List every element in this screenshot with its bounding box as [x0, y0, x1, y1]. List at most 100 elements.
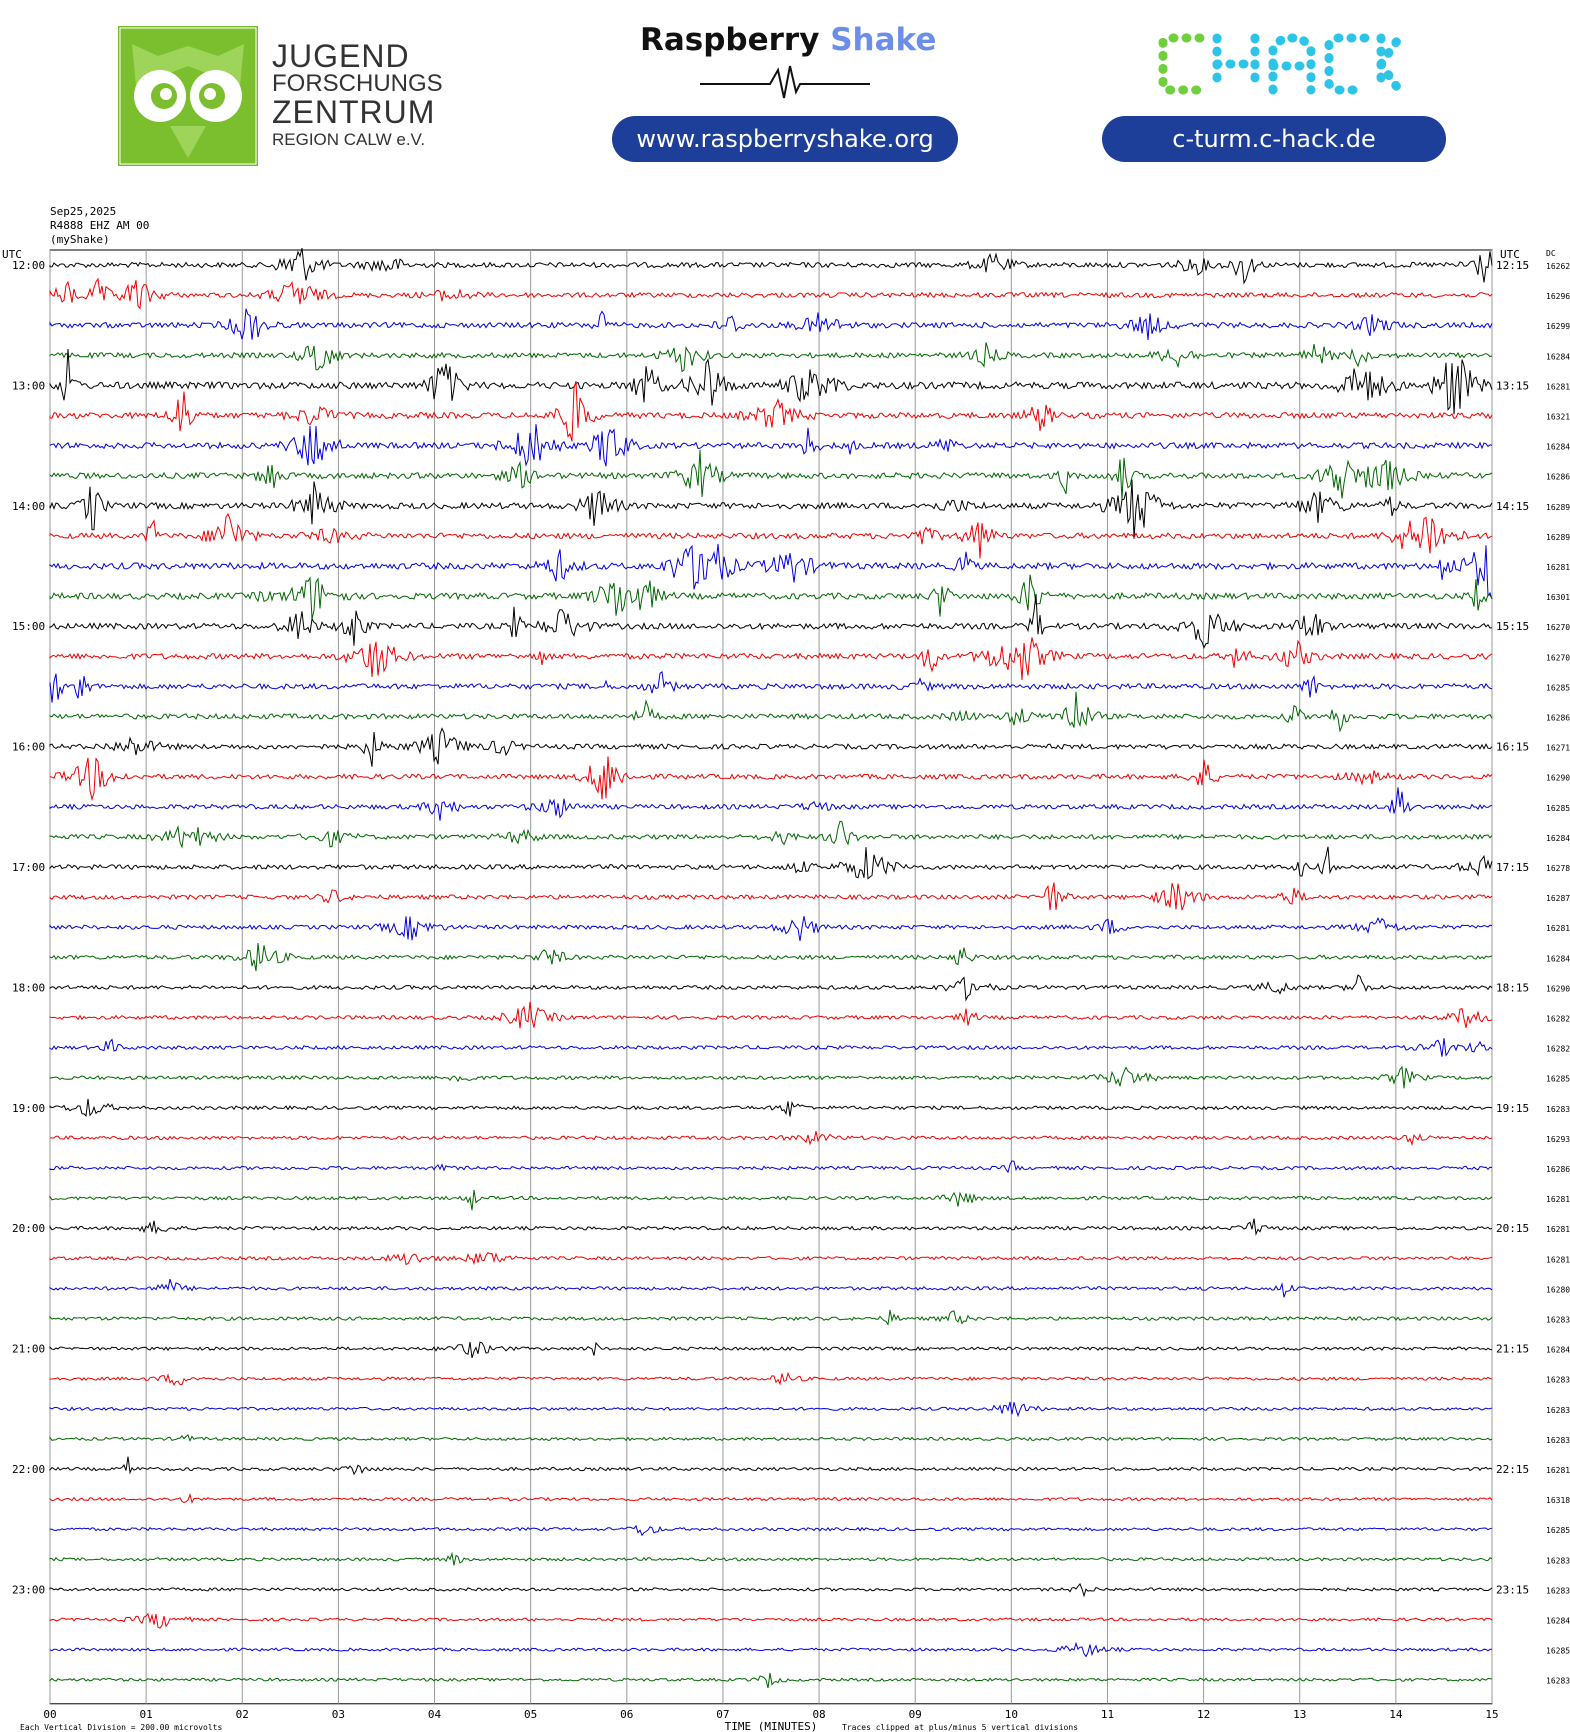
chart-station: R4888 EHZ AM 00: [50, 219, 149, 232]
trace-line: [49, 787, 1493, 821]
chart-source: (myShake): [50, 233, 110, 246]
x-tick-label: 15: [1485, 1708, 1498, 1721]
right-hour-label: 17:15: [1496, 861, 1529, 874]
trace-line: [49, 756, 1493, 802]
grid: [49, 249, 1493, 1705]
dc-offset-label: 16285: [1546, 1075, 1570, 1084]
dc-offset-label: 16299: [1546, 322, 1570, 331]
left-hour-label: 23:00: [12, 1583, 45, 1596]
x-tick-label: 01: [140, 1708, 153, 1721]
dc-offset-label: 16281: [1546, 1466, 1570, 1475]
trace-line: [49, 543, 1493, 600]
dc-offset-label: 16283: [1546, 1436, 1570, 1445]
dc-offset-label: 16290: [1546, 984, 1570, 993]
dc-offset-label: 16321: [1546, 413, 1570, 422]
left-hour-label: 14:00: [12, 500, 45, 513]
left-hour-label: 22:00: [12, 1463, 45, 1476]
trace-line: [49, 671, 1493, 703]
trace-line: [49, 1583, 1493, 1598]
trace-line: [49, 1612, 1493, 1629]
dc-offset-label: 16301: [1546, 593, 1570, 602]
x-tick-label: 08: [812, 1708, 825, 1721]
trace-line: [49, 1401, 1493, 1418]
trace-line: [49, 1130, 1493, 1147]
dc-offset-label: 16285: [1546, 1647, 1570, 1656]
trace-line: [49, 574, 1493, 620]
trace-line: [49, 1065, 1493, 1089]
right-hour-label: 14:15: [1496, 500, 1529, 513]
dc-label: DC: [1546, 249, 1556, 258]
dc-offset-label: 16284: [1546, 954, 1570, 963]
trace-line: [49, 308, 1493, 341]
dc-offset-label: 16281: [1546, 1225, 1570, 1234]
helicorder-chart: 00 01 02 03 04 05 06 07 08 09 10 11 12 13 14 15 Sep25,20…: [2, 205, 1570, 1732]
dc-offset-label: 16293: [1546, 1135, 1570, 1144]
right-axis-label: UTC: [1500, 248, 1520, 261]
x-tick-label: 07: [716, 1708, 729, 1721]
right-hour-label: 13:15: [1496, 379, 1529, 392]
x-tick-label: 14: [1389, 1708, 1403, 1721]
trace-line: [49, 449, 1493, 501]
x-tick-label: 10: [1005, 1708, 1018, 1721]
footer-clip: Traces clipped at plus/minus 5 vertical …: [842, 1723, 1078, 1732]
jfz-line-2: FORSCHUNGS: [272, 70, 443, 97]
left-hour-label: 20:00: [12, 1222, 45, 1235]
trace-line: [49, 1434, 1493, 1443]
right-hour-label: 15:15: [1496, 620, 1529, 633]
dc-offset-label: 16287: [1546, 894, 1570, 903]
dc-offset-label: 16284: [1546, 834, 1570, 843]
right-hour-label: 20:15: [1496, 1222, 1529, 1235]
dc-offset-label: 16284: [1546, 352, 1570, 361]
jfz-line-1: JUGEND: [272, 38, 410, 74]
labels: 00 01 02 03 04 05 06 07 08 09 10 11 12 13 14 15 Sep25,20…: [2, 205, 1570, 1732]
trace-line: [49, 1252, 1493, 1266]
chart-date: Sep25,2025: [50, 205, 116, 218]
trace-line: [49, 1492, 1493, 1504]
seismograph-wave-icon: [700, 65, 870, 99]
trace-line: [49, 974, 1493, 1002]
trace-line: [49, 637, 1493, 681]
left-axis-label: UTC: [2, 248, 22, 261]
chack-link[interactable]: c-turm.c-hack.de: [1102, 116, 1446, 162]
trace-line: [49, 1672, 1492, 1689]
x-tick-label: 12: [1197, 1708, 1210, 1721]
x-tick-label: 11: [1101, 1708, 1114, 1721]
trace-line: [49, 479, 1493, 539]
dc-offset-label: 16289: [1546, 533, 1570, 542]
header: JUGEND FORSCHUNGS ZENTRUM REGION CALW e.…: [0, 0, 1570, 180]
trace-line: [49, 348, 1493, 415]
right-hour-label: 16:15: [1496, 741, 1529, 754]
dc-offset-label: 16283: [1546, 1376, 1570, 1385]
dc-offset-label: 16283: [1546, 1556, 1570, 1565]
trace-line: [49, 1278, 1493, 1298]
x-tick-label: 03: [332, 1708, 345, 1721]
x-tick-label: 06: [620, 1708, 633, 1721]
raspberry-shake-wordmark: Raspberry Shake: [640, 22, 936, 58]
trace-line: [49, 1641, 1493, 1658]
trace-line: [49, 1371, 1493, 1386]
trace-line: [49, 1038, 1493, 1057]
trace-line: [49, 342, 1493, 373]
jfz-wordmark: JUGEND FORSCHUNGS ZENTRUM REGION CALW e.…: [272, 40, 443, 148]
right-hour-label: 12:15: [1496, 259, 1529, 272]
dc-offset-label: 16270: [1546, 623, 1570, 632]
x-tick-label: 00: [43, 1708, 56, 1721]
right-hour-label: 18:15: [1496, 981, 1529, 994]
trace-line: [49, 1456, 1493, 1476]
dc-offset-label: 16285: [1546, 683, 1570, 692]
dc-offset-label: 16286: [1546, 1165, 1570, 1174]
x-tick-label: 13: [1293, 1708, 1306, 1721]
left-hour-label: 18:00: [12, 981, 45, 994]
trace-line: [49, 247, 1493, 285]
trace-line: [49, 424, 1493, 467]
dc-offset-label: 16285: [1546, 804, 1570, 813]
right-hour-label: 21:15: [1496, 1343, 1529, 1356]
trace-line: [49, 1551, 1493, 1566]
trace-line: [49, 1001, 1493, 1029]
left-hour-label: 16:00: [12, 741, 45, 754]
jfz-line-4: REGION CALW e.V.: [272, 130, 426, 149]
dc-offset-label: 16281: [1546, 563, 1570, 572]
traces: [49, 247, 1493, 1689]
raspberry-shake-link[interactable]: www.raspberryshake.org: [612, 116, 958, 162]
dc-offset-label: 16281: [1546, 1255, 1570, 1264]
